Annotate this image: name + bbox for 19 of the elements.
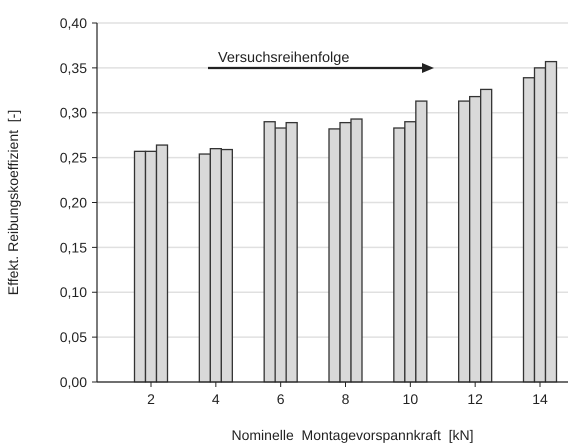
y-tick-label: 0,35 [60,60,88,76]
y-tick-label: 0,00 [60,374,88,390]
annotation: Versuchsreihenfolge [218,50,350,66]
x-tick-label: 4 [212,391,220,407]
y-tick-label: 0,10 [60,284,88,300]
y-tick-label: 0,40 [60,14,88,31]
x-tick-label: 6 [276,391,285,407]
y-tick-label: 0,30 [60,104,88,121]
x-tick-label: 10 [402,391,418,407]
y-axis-title: Effekt. Reibungskoeffizient [-] [5,110,21,296]
x-tick-label: 8 [342,391,350,407]
y-tick-label: 0,20 [60,194,88,210]
x-axis-title: Nominelle Montagevorspannkraft [kN] [232,427,474,443]
y-tick-label: 0,25 [60,150,88,166]
x-tick-label: 12 [467,391,484,407]
x-tick-label: 14 [532,391,548,407]
y-tick-label: 0,05 [60,329,88,346]
y-tick-label: 0,15 [60,239,88,256]
x-tick-label: 2 [147,391,156,407]
